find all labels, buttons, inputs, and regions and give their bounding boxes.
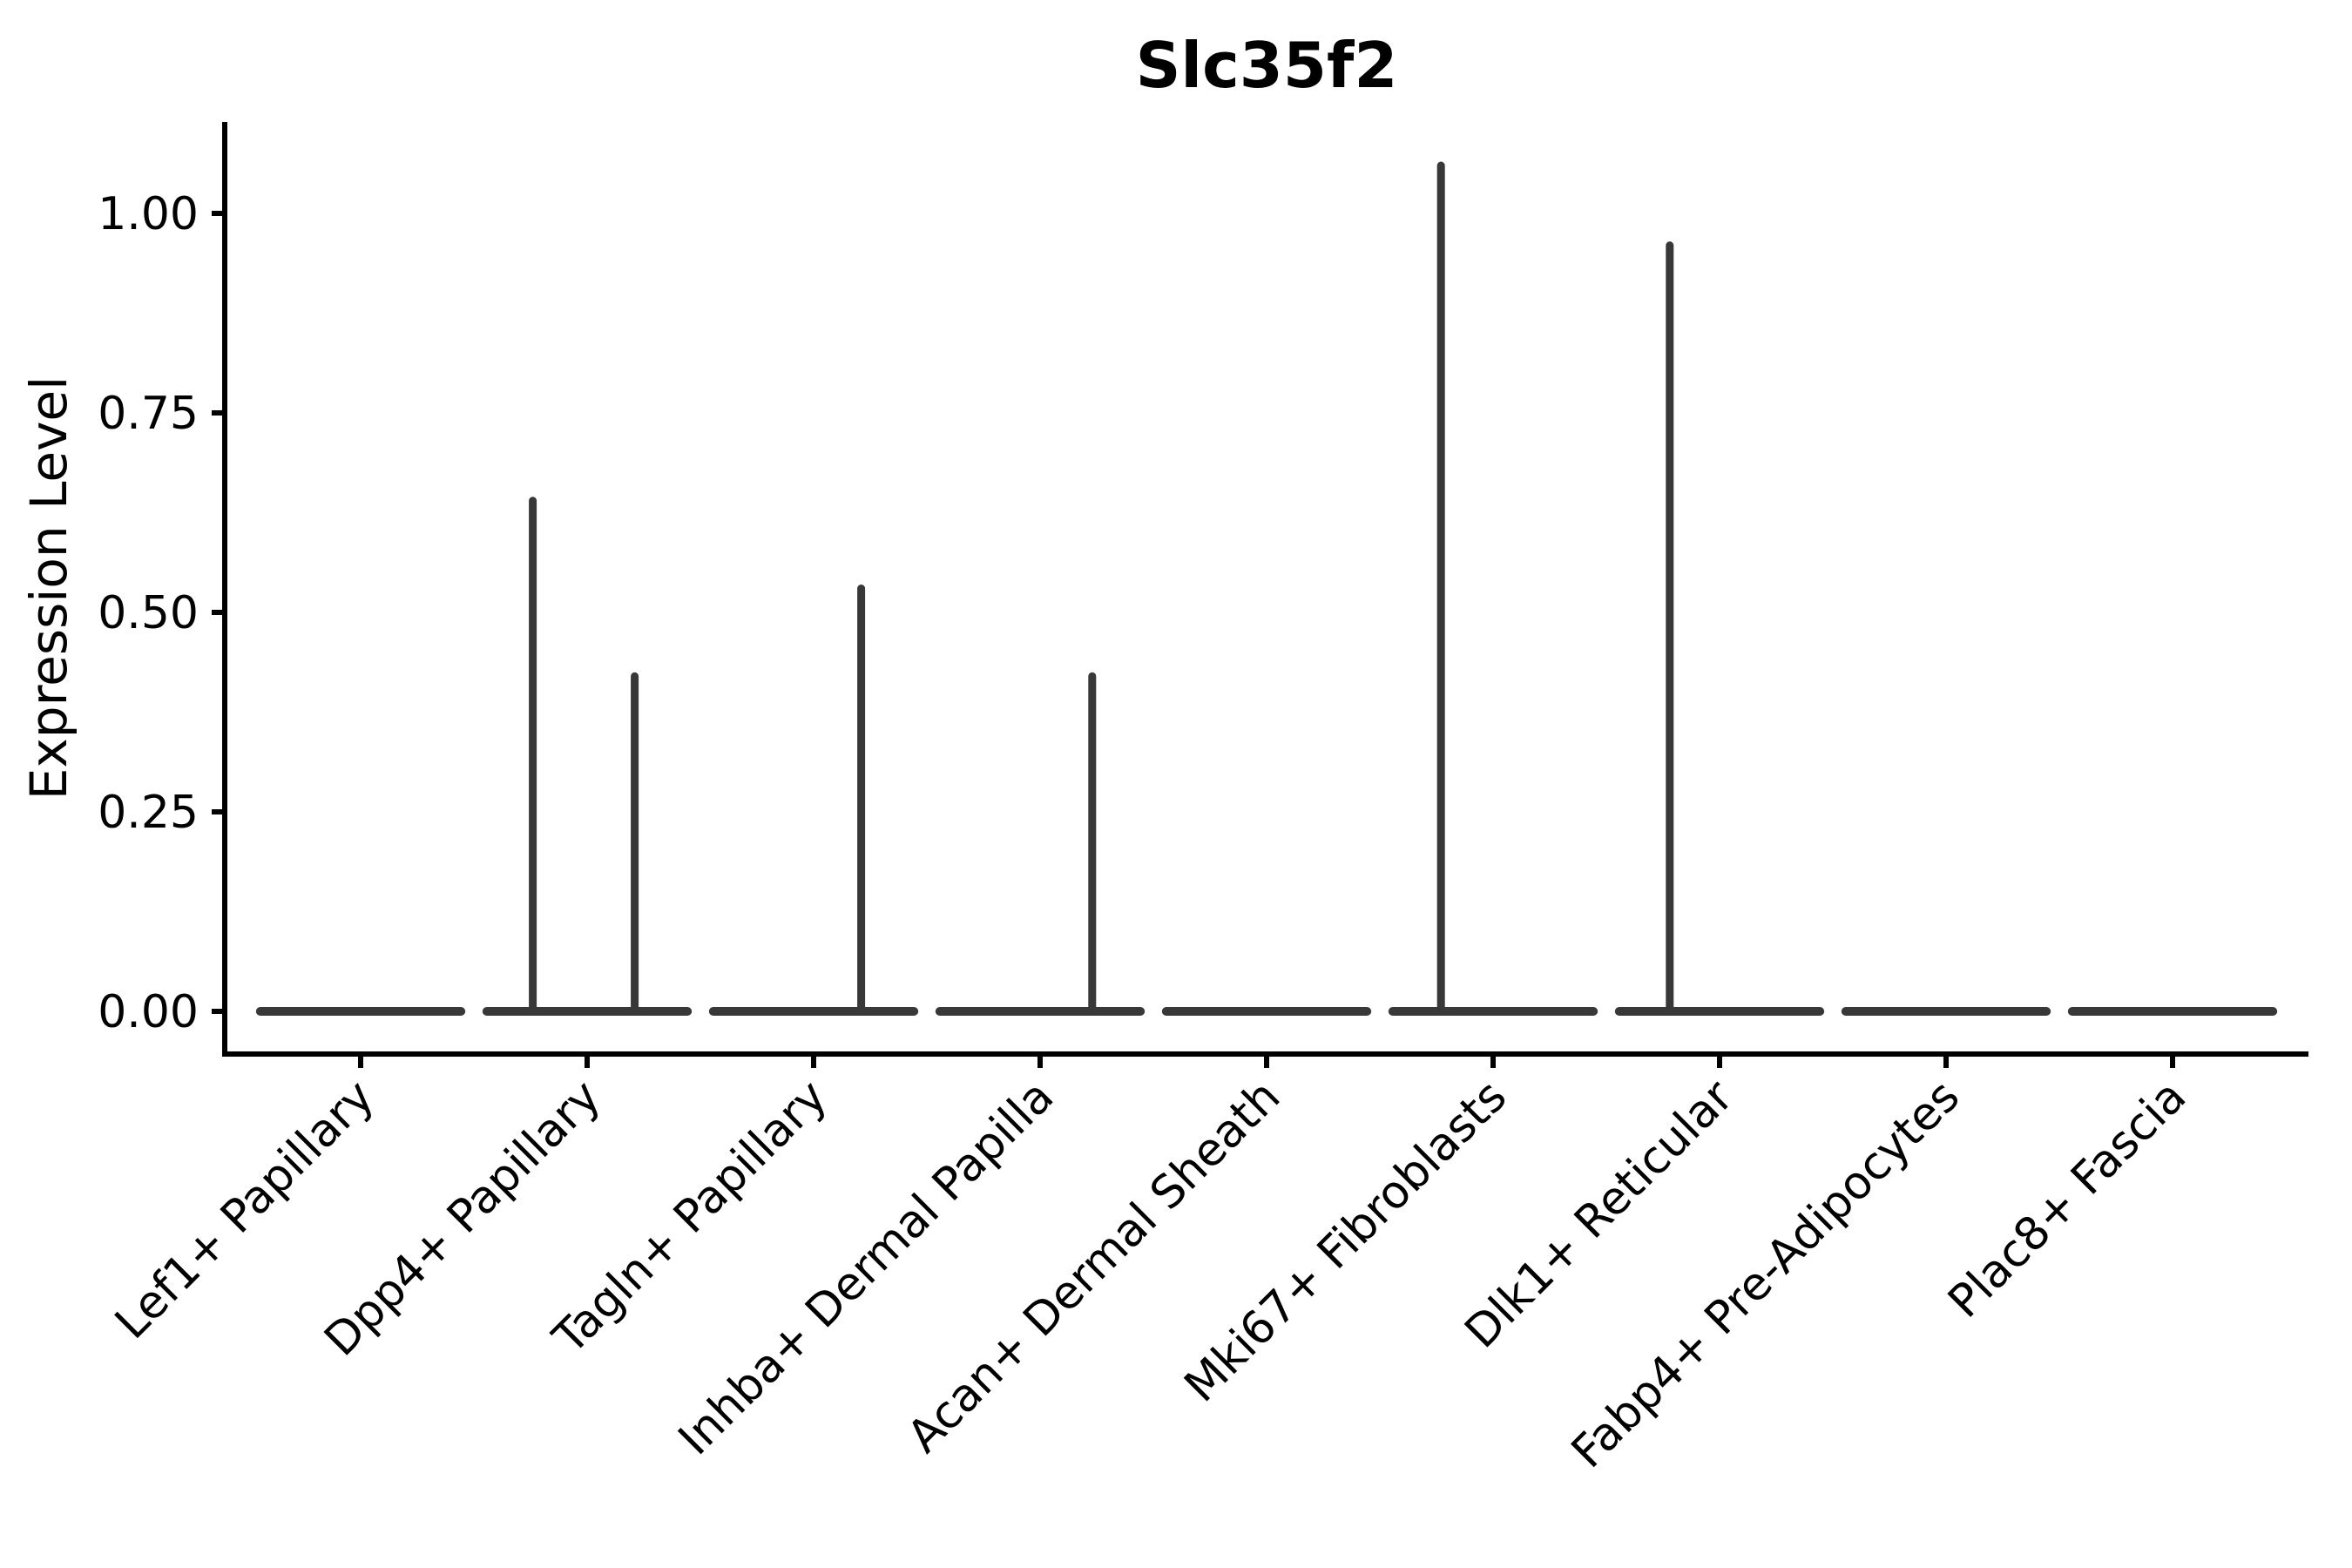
x-axis-tick-label: Acan+ Dermal Sheath: [898, 1071, 1291, 1463]
x-axis-tick-label: Inhba+ Dermal Papilla: [669, 1071, 1064, 1465]
y-axis-label: Expression Level: [19, 376, 78, 800]
chart-title: Slc35f2: [1136, 29, 1398, 102]
violin-layer: [255, 161, 2278, 1016]
x-axis-tick-label: Plac8+ Fascia: [1938, 1071, 2196, 1328]
y-axis-tick-label: 1.00: [98, 188, 199, 240]
x-axis-tick-label: Fabp4+ Pre-Adipocytes: [1562, 1071, 1970, 1478]
y-axis-tick-label: 0.50: [98, 587, 199, 639]
y-axis-tick-label: 0.25: [98, 787, 199, 839]
y-axis-tick-label: 0.00: [98, 986, 199, 1038]
y-axis-tick-label: 0.75: [98, 388, 199, 440]
